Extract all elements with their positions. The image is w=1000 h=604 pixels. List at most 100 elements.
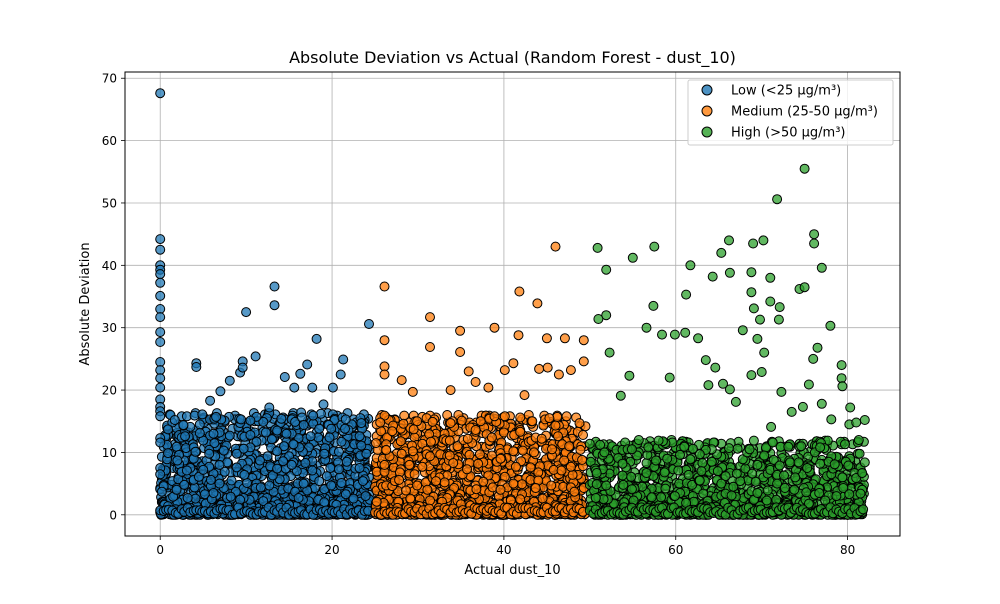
data-point	[308, 410, 319, 421]
data-point	[398, 418, 409, 429]
data-point	[237, 362, 248, 373]
x-tick-label: 80	[840, 543, 855, 557]
data-point	[470, 377, 481, 387]
data-point	[336, 478, 347, 488]
data-point	[272, 463, 283, 474]
legend: Low (<25 μg/m³) Medium (25-50 μg/m³) Hig…	[687, 79, 894, 146]
data-point	[319, 448, 330, 459]
data-point	[155, 234, 166, 245]
data-point	[785, 457, 795, 468]
data-point	[737, 325, 748, 336]
data-point	[155, 244, 166, 255]
data-point	[514, 286, 525, 297]
data-point	[425, 312, 435, 323]
data-point	[171, 484, 182, 495]
data-point	[724, 235, 734, 246]
data-point	[396, 375, 407, 386]
y-tick-label: 60	[102, 134, 117, 148]
chart-title: Absolute Deviation vs Actual (Random For…	[289, 48, 736, 68]
data-point	[194, 419, 205, 430]
data-point	[515, 494, 526, 505]
data-point	[641, 468, 652, 478]
data-point	[844, 489, 855, 500]
data-point	[837, 472, 848, 483]
data-point	[515, 426, 526, 437]
data-point	[489, 411, 500, 422]
data-point	[651, 455, 661, 466]
data-point	[425, 451, 435, 462]
data-point	[198, 464, 209, 475]
data-point	[601, 480, 612, 491]
data-point	[758, 235, 769, 246]
data-point	[360, 491, 371, 502]
data-point	[269, 281, 280, 292]
data-point	[409, 469, 420, 480]
data-point	[759, 347, 770, 358]
data-point	[765, 296, 776, 307]
data-point	[224, 375, 235, 386]
data-point	[633, 435, 644, 445]
data-point	[683, 469, 694, 480]
data-point	[456, 415, 467, 426]
data-point	[773, 314, 784, 325]
x-tick-label: 20	[324, 543, 339, 557]
data-point	[226, 475, 237, 486]
data-point	[474, 449, 485, 460]
data-point	[508, 358, 519, 369]
data-point	[774, 302, 785, 313]
data-point	[281, 428, 292, 439]
data-point	[553, 369, 564, 380]
data-point	[439, 477, 450, 488]
data-point	[626, 484, 637, 495]
data-point	[225, 491, 236, 502]
data-point	[478, 476, 489, 487]
data-point	[155, 327, 166, 338]
data-point	[278, 456, 289, 467]
data-point	[463, 366, 474, 377]
data-point	[356, 440, 367, 451]
data-point	[707, 271, 718, 282]
data-point	[486, 432, 497, 443]
data-points	[155, 88, 870, 520]
data-point	[495, 453, 506, 464]
data-point	[855, 488, 866, 499]
data-point	[445, 385, 456, 396]
data-point	[448, 458, 459, 468]
data-point	[662, 453, 673, 464]
data-point	[767, 437, 778, 448]
data-point	[180, 431, 191, 442]
data-point	[204, 448, 215, 459]
x-axis-label: Actual dust_10	[464, 563, 560, 578]
data-point	[578, 335, 589, 346]
data-point	[748, 238, 759, 249]
data-point	[517, 479, 527, 490]
data-point	[599, 447, 610, 458]
data-point	[194, 428, 205, 439]
data-point	[417, 461, 428, 472]
data-point	[649, 241, 660, 252]
data-point	[401, 485, 411, 496]
data-point	[333, 464, 344, 475]
data-point	[396, 448, 407, 459]
data-point	[759, 450, 770, 461]
data-point	[508, 478, 519, 489]
data-point	[530, 483, 541, 493]
data-point	[395, 436, 406, 447]
data-point	[659, 467, 670, 478]
data-point	[302, 359, 313, 370]
legend-label-high: High (>50 μg/m³)	[731, 126, 846, 141]
data-point	[412, 416, 423, 427]
data-point	[700, 355, 711, 366]
data-point	[379, 281, 390, 292]
data-point	[710, 362, 721, 373]
data-point	[295, 368, 306, 379]
data-point	[333, 446, 344, 457]
data-point	[370, 438, 381, 449]
data-point	[618, 479, 629, 490]
data-point	[836, 360, 847, 371]
data-point	[592, 242, 603, 253]
data-point	[790, 472, 801, 483]
data-point	[783, 441, 794, 452]
data-point	[379, 335, 390, 346]
data-point	[679, 441, 690, 452]
